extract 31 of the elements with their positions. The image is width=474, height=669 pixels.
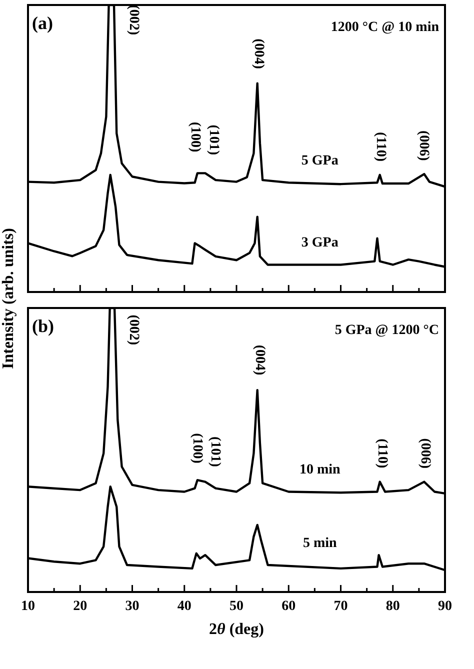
x-axis-title: 2θ (deg) xyxy=(209,621,264,638)
text: 5 GPa @ 1200 °C xyxy=(334,323,439,338)
annotation: (110) xyxy=(372,132,388,162)
x-tick-label: 40 xyxy=(177,599,192,614)
annotation: (101) xyxy=(206,124,222,156)
x-tick-label: 50 xyxy=(230,599,244,614)
chart-title: (a) xyxy=(32,13,53,33)
annotation: (006) xyxy=(417,438,432,469)
x-tick-label: 80 xyxy=(386,599,400,614)
y-axis-title: Intensity (arb. units) xyxy=(0,228,17,369)
annotation: (004) xyxy=(252,344,267,376)
annotation: (002) xyxy=(126,314,141,346)
x-tick-label: 20 xyxy=(73,599,88,614)
annotation: (100) xyxy=(189,433,204,464)
series-label: 5 GPa xyxy=(301,154,338,169)
x-tick-label: 70 xyxy=(334,599,348,614)
x-tick-label: 10 xyxy=(21,599,35,614)
annotation: (101) xyxy=(208,436,223,468)
series-label: 5 min xyxy=(302,536,338,552)
annotation: (006) xyxy=(416,130,432,162)
series-label: 10 min xyxy=(299,462,341,478)
x-tick-label: 30 xyxy=(125,599,140,614)
annotation: (002) xyxy=(126,4,141,36)
annotation: (004) xyxy=(251,38,266,70)
x-tick-label: 60 xyxy=(282,599,296,614)
annotation: (100) xyxy=(188,122,203,153)
chart-title: (b) xyxy=(32,316,54,336)
annotation: (110) xyxy=(374,438,390,469)
text: 1200 °C @ 10 min xyxy=(330,20,440,35)
x-tick-label: 90 xyxy=(438,599,452,614)
series-label: 3 GPa xyxy=(301,236,338,251)
